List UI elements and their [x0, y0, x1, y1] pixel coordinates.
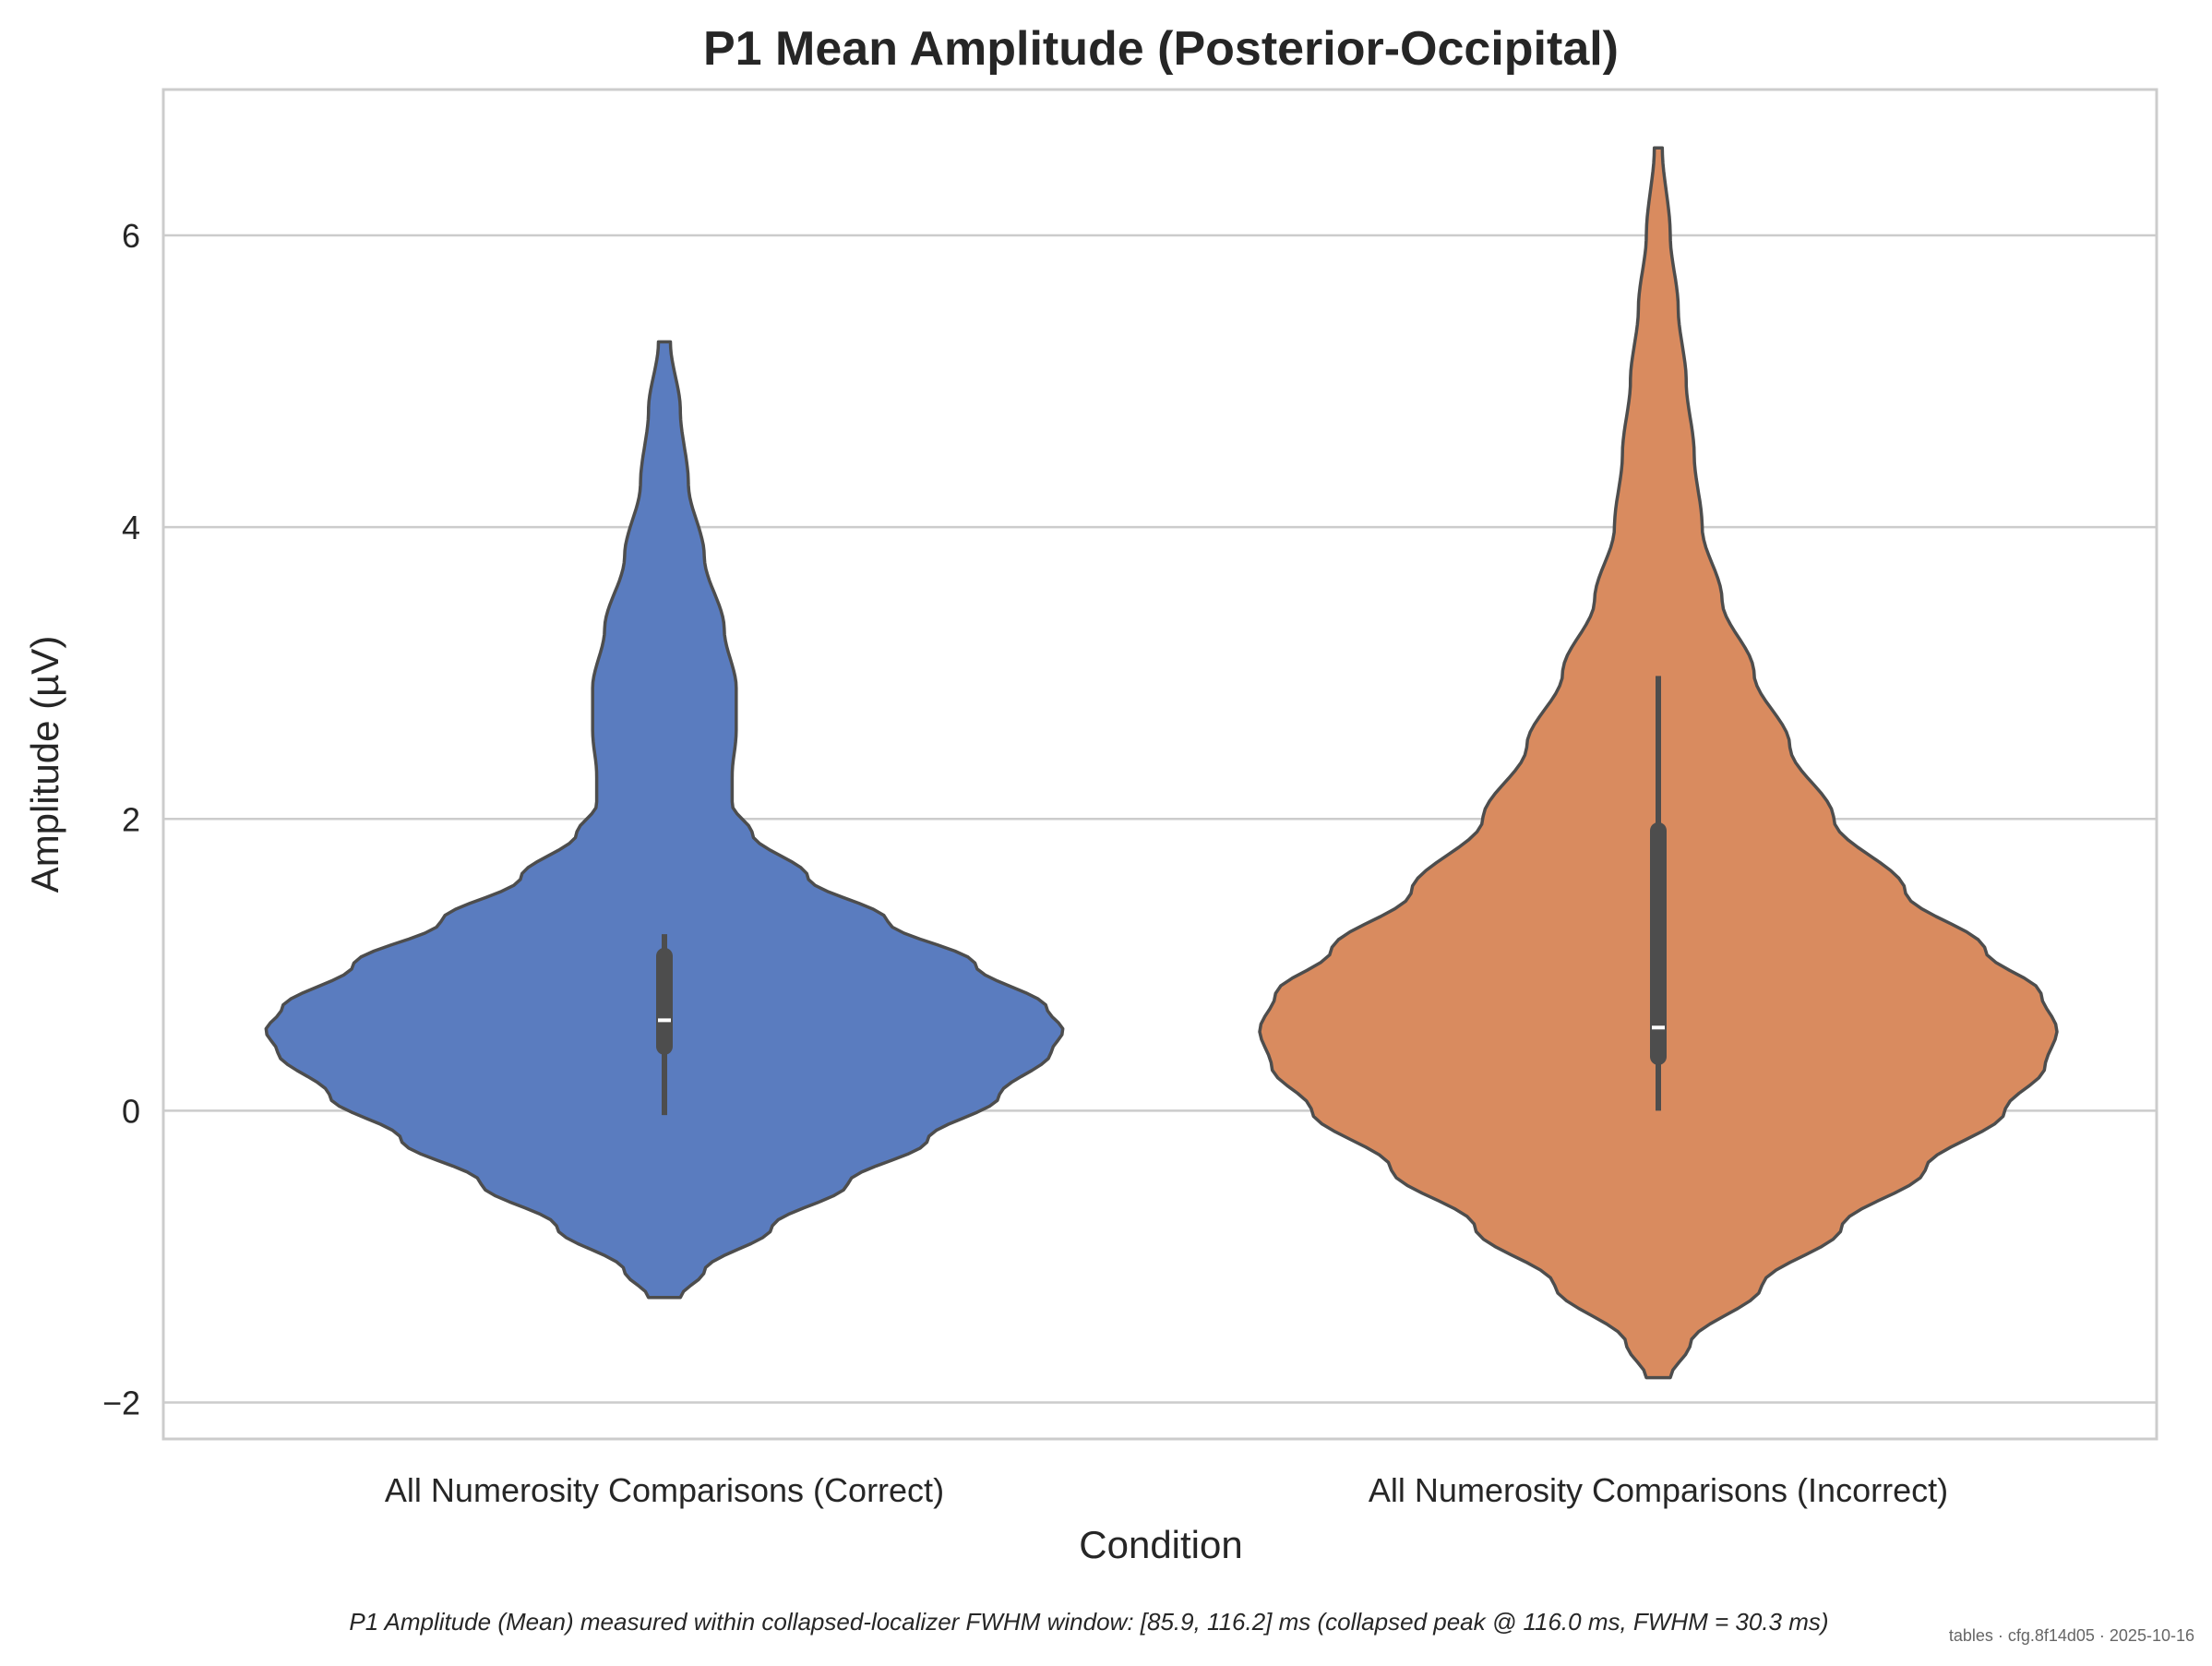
y-tick-label: 2: [122, 800, 140, 838]
violin-body-0: [264, 340, 1065, 1300]
x-axis-label: Condition: [1079, 1523, 1242, 1566]
x-tick-label-correct: All Numerosity Comparisons (Correct): [385, 1471, 944, 1509]
figure-caption: P1 Amplitude (Mean) measured within coll…: [349, 1608, 1828, 1636]
violins: [264, 146, 2059, 1380]
y-axis-label: Amplitude (µV): [23, 636, 66, 893]
chart-title: P1 Mean Amplitude (Posterior-Occipital): [703, 22, 1619, 76]
plot-frame: [161, 88, 2158, 1441]
y-tick-label: −2: [102, 1384, 140, 1421]
y-tick-label: 6: [122, 217, 140, 255]
y-tick-label: 4: [122, 509, 140, 546]
x-tick-label-incorrect: All Numerosity Comparisons (Incorrect): [1369, 1471, 1948, 1509]
build-stamp: tables · cfg.8f14d05 · 2025-10-16: [1949, 1626, 2194, 1645]
y-tick-labels: −2 0 2 4 6: [102, 217, 140, 1421]
y-tick-label: 0: [122, 1092, 140, 1130]
